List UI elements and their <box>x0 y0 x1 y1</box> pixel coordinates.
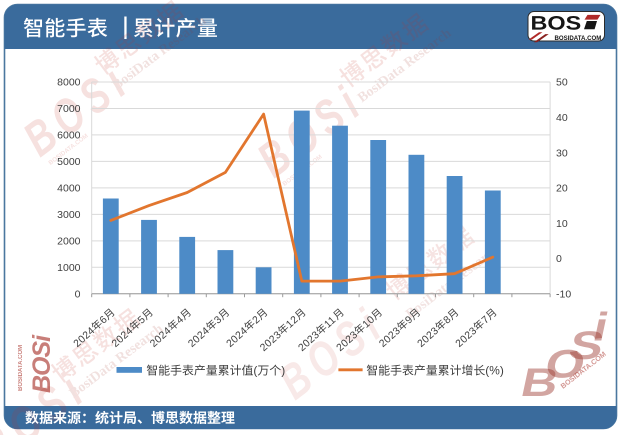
svg-text:8: 8 <box>442 314 454 326</box>
svg-text:3000: 3000 <box>57 209 81 221</box>
svg-text:5: 5 <box>136 314 148 326</box>
svg-text:2: 2 <box>251 314 263 326</box>
svg-text:0: 0 <box>556 253 562 265</box>
svg-text:O: O <box>541 342 589 387</box>
svg-text:9: 9 <box>404 314 416 326</box>
svg-text:2000: 2000 <box>57 236 81 248</box>
svg-text:30: 30 <box>556 147 568 159</box>
svg-text:6000: 6000 <box>57 130 81 142</box>
svg-text:0: 0 <box>75 289 81 301</box>
svg-text:6: 6 <box>98 314 110 326</box>
svg-text:50: 50 <box>556 77 568 89</box>
svg-text:8000: 8000 <box>57 77 81 89</box>
svg-text:10: 10 <box>556 218 568 230</box>
svg-text:BOSIDATA.COM: BOSIDATA.COM <box>555 35 602 42</box>
svg-text:-10: -10 <box>556 289 571 301</box>
svg-text:BOSIDATA.COM: BOSIDATA.COM <box>18 345 24 391</box>
svg-text:5000: 5000 <box>57 156 81 168</box>
svg-text:1000: 1000 <box>57 262 81 274</box>
svg-text:40: 40 <box>556 112 568 124</box>
svg-text:20: 20 <box>556 183 568 195</box>
svg-text:3: 3 <box>213 314 225 326</box>
svg-text:4000: 4000 <box>57 183 81 195</box>
svg-text:(: ( <box>253 364 257 378</box>
svg-text:BOSi: BOSi <box>28 334 56 393</box>
svg-text:7000: 7000 <box>57 103 81 115</box>
svg-text:7: 7 <box>480 314 492 326</box>
svg-text:): ) <box>281 364 285 378</box>
svg-text:4: 4 <box>174 314 186 326</box>
svg-text:(%): (%) <box>485 364 504 378</box>
